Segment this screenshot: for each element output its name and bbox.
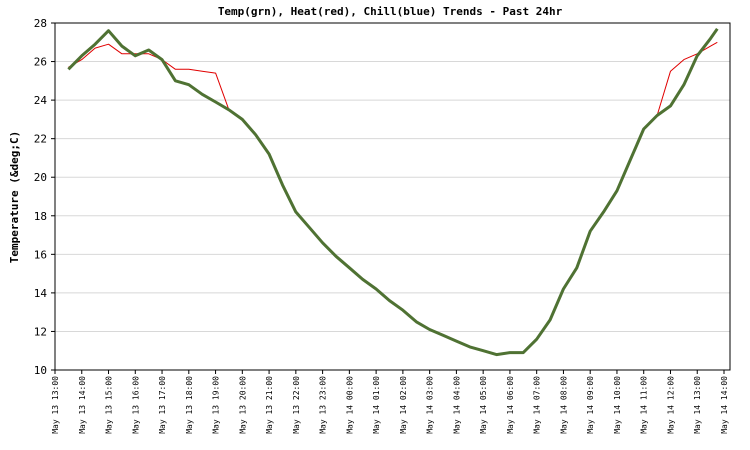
y-axis-label: Temperature (&deg;C) <box>8 131 21 263</box>
x-tick-label: May 14 02:00 <box>399 376 408 434</box>
x-tick-label: May 14 00:00 <box>345 376 354 434</box>
y-tick-label: 14 <box>34 287 48 300</box>
y-tick-label: 20 <box>34 171 47 184</box>
x-tick-label: May 13 19:00 <box>212 376 221 434</box>
y-tick-label: 26 <box>34 56 47 69</box>
x-tick-label: May 14 11:00 <box>640 376 649 434</box>
x-tick-label: May 13 23:00 <box>319 376 328 434</box>
x-tick-label: May 14 07:00 <box>533 376 542 434</box>
plot-frame <box>54 22 731 371</box>
x-tick-label: May 13 17:00 <box>158 376 167 434</box>
y-tick-label: 10 <box>34 364 47 377</box>
x-tick-label: May 14 09:00 <box>586 376 595 434</box>
y-tick-label: 16 <box>34 248 47 261</box>
y-tick-label: 28 <box>34 17 47 30</box>
x-tick-label: May 14 12:00 <box>666 376 675 434</box>
x-tick-label: May 13 22:00 <box>292 376 301 434</box>
x-tick-label: May 13 13:00 <box>51 376 60 434</box>
x-tick-label: May 13 20:00 <box>238 376 247 434</box>
x-tick-label: May 14 08:00 <box>559 376 568 434</box>
y-tick-label: 24 <box>34 94 48 107</box>
x-tick-label: May 14 10:00 <box>613 376 622 434</box>
x-tick-label: May 14 13:00 <box>693 376 702 434</box>
series-line <box>67 27 719 357</box>
x-tick-label: May 13 18:00 <box>185 376 194 434</box>
x-tick-label: May 14 06:00 <box>506 376 515 434</box>
x-tick-label: May 14 03:00 <box>426 376 435 434</box>
y-tick-label: 12 <box>34 325 47 338</box>
x-tick-label: May 13 21:00 <box>265 376 274 434</box>
x-tick-label: May 14 01:00 <box>372 376 381 434</box>
y-tick-label: 18 <box>34 210 47 223</box>
x-tick-label: May 13 14:00 <box>78 376 87 434</box>
chart-title: Temp(grn), Heat(red), Chill(blue) Trends… <box>218 5 563 18</box>
x-tick-label: May 14 05:00 <box>479 376 488 434</box>
x-tick-label: May 14 04:00 <box>452 376 461 434</box>
y-tick-label: 22 <box>34 133 47 146</box>
x-tick-label: May 14 14:00 <box>720 376 729 434</box>
x-tick-label: May 13 15:00 <box>105 376 114 434</box>
x-tick-label: May 13 16:00 <box>131 376 140 434</box>
